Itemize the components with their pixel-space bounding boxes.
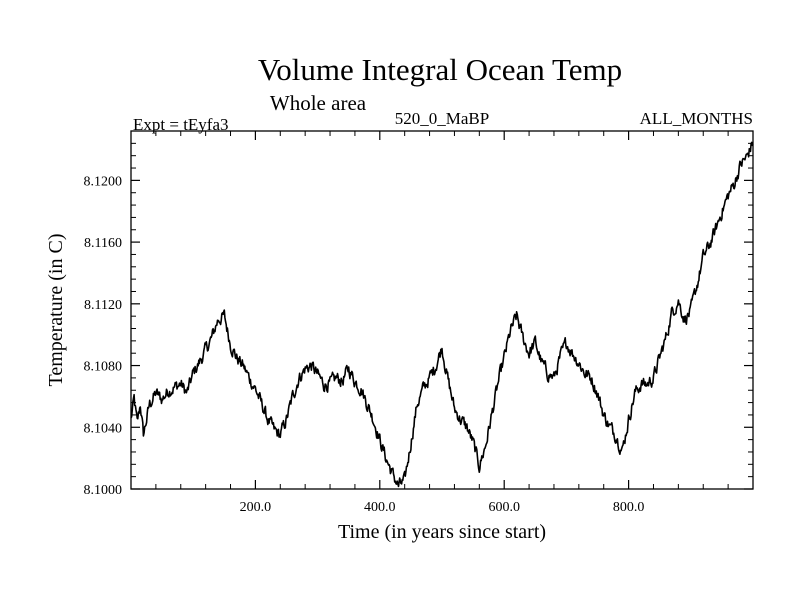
x-axis-label: Time (in years since start) (338, 521, 546, 543)
y-tick-label: 8.1200 (84, 174, 123, 189)
y-tick-label: 8.1000 (84, 483, 123, 498)
annotation-period: 520_0_MaBP (395, 109, 489, 128)
y-axis-label: Temperature (in C) (45, 234, 67, 387)
annotation-months: ALL_MONTHS (640, 109, 753, 128)
x-tick-label: 800.0 (613, 500, 645, 515)
y-tick-label: 8.1160 (84, 236, 122, 251)
y-tick-label: 8.1040 (84, 421, 123, 436)
y-tick-label: 8.1080 (84, 360, 123, 375)
chart-title: Volume Integral Ocean Temp (258, 52, 622, 87)
minor-ticks (131, 130, 753, 489)
x-tick-label: 200.0 (240, 500, 272, 515)
annotation-expt: Expt = tEyfa3 (133, 115, 229, 134)
x-tick-label: 600.0 (488, 500, 520, 515)
x-axis-ticks: 200.0 400.0 600.0 800.0 (240, 131, 645, 515)
plot-frame (130, 130, 754, 490)
y-axis-ticks: 8.1000 8.1040 8.1080 8.1120 8.1160 8.1200 (84, 174, 753, 498)
y-tick-label: 8.1120 (84, 298, 122, 313)
series-line-ocean-temp (130, 141, 754, 488)
chart-subtitle: Whole area (270, 91, 367, 115)
x-tick-label: 400.0 (364, 500, 396, 515)
